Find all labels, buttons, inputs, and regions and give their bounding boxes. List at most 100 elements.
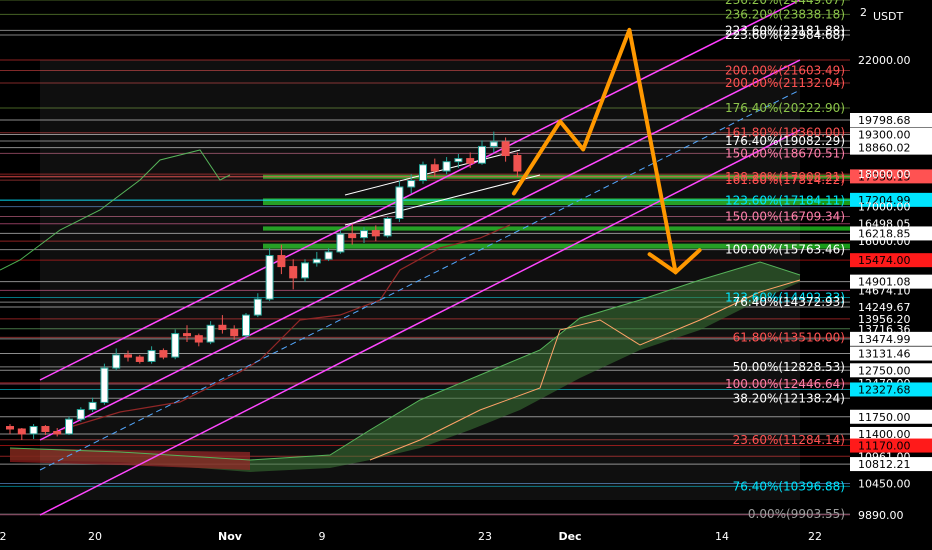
time-label-0: 2	[0, 530, 7, 543]
channel-lower	[39, 129, 801, 516]
price-label-3: 18860.02	[858, 142, 911, 155]
time-label-6: 14	[715, 530, 729, 543]
support-zone-1	[263, 198, 850, 206]
candle-body-37	[442, 161, 451, 172]
candle-body-21	[253, 298, 262, 316]
candle-body-17	[206, 324, 215, 343]
price-label-1: 19798.68	[858, 114, 911, 127]
candle-body-16	[194, 335, 203, 343]
candle-body-28	[336, 233, 345, 253]
projection-arrowhead	[647, 248, 702, 275]
price-label-5: 18000.00	[858, 168, 911, 181]
candle-body-38	[454, 158, 463, 163]
fib-label-9: 150.00%(18670.51)	[725, 146, 845, 160]
price-box-11	[850, 253, 932, 268]
price-label-21: 12327.68	[858, 383, 911, 396]
candle-body-14	[171, 333, 180, 358]
cloud-area	[10, 262, 800, 472]
candle-body-4	[53, 430, 62, 435]
fib-label-11: 161.80%(17814.22)	[725, 173, 845, 187]
channel-shade	[40, 60, 800, 500]
price-label-26: 10812.21	[858, 458, 911, 471]
time-label-2: Nov	[218, 530, 243, 543]
price-label-12: 14901.08	[858, 276, 911, 289]
candle-body-29	[348, 233, 357, 239]
candle-body-12	[147, 350, 156, 362]
fib-label-19: 100.00%(12446.64)	[725, 377, 845, 391]
fib-label-5: 200.00%(21132.04)	[725, 76, 845, 90]
fib-label-23: 0.00%(9903.55)	[748, 507, 845, 521]
candle-body-10	[124, 354, 132, 358]
price-box-24	[850, 438, 932, 453]
price-label-0: 22000.00	[858, 54, 911, 67]
candle-body-36	[430, 164, 439, 172]
candle-body-13	[159, 350, 168, 358]
price-label-13: 14674.10	[858, 284, 911, 297]
horizontal-lines	[0, 0, 850, 516]
price-label-23: 11400.00	[858, 428, 911, 441]
candle-body-20	[242, 314, 250, 337]
price-box-19	[850, 363, 932, 378]
price-label-11: 15474.00	[858, 254, 911, 267]
time-axis: 2 20 Nov 9 23 Dec 14 22	[0, 527, 850, 550]
candle-body-6	[76, 409, 85, 420]
candle-body-19	[230, 328, 239, 337]
candle-body-24	[289, 266, 298, 279]
ichimoku-cloud	[0, 149, 801, 472]
price-label-6: 17204.99	[858, 194, 911, 207]
price-label-10: 16000.00	[858, 235, 911, 248]
candle-body-42	[501, 141, 510, 157]
price-label-27: 10450.00	[858, 477, 911, 490]
price-box-18	[850, 346, 932, 361]
fib-label-0: 236.20%(24449.07)	[725, 0, 845, 7]
price-box-23	[850, 426, 932, 441]
candle-body-43	[513, 155, 522, 172]
candle-body-32	[383, 218, 392, 237]
price-label-15: 13956.20	[858, 313, 911, 326]
candle-body-2	[29, 426, 38, 435]
support-zone-2	[263, 226, 850, 231]
price-label-17: 13474.99	[858, 333, 911, 346]
regression-channel	[39, 0, 801, 516]
price-label-24: 11170.00	[858, 440, 911, 453]
fib-label-17: 61.80%(13510.00)	[733, 330, 845, 344]
time-label-7: 22	[808, 530, 822, 543]
candle-body-8	[100, 367, 109, 403]
candle-body-35	[419, 164, 427, 182]
fib-label-18: 50.00%(12828.53)	[733, 360, 845, 374]
time-axis-panel	[0, 527, 850, 550]
fib-label-7: 161.80%(19360.00)	[725, 126, 845, 140]
price-label-2: 19300.00	[858, 129, 911, 142]
candle-body-41	[489, 141, 498, 147]
candle-body-26	[312, 258, 321, 264]
fib-label-20: 38.20%(12138.24)	[733, 391, 845, 405]
candle-body-9	[112, 354, 121, 369]
support-zone-3	[263, 243, 850, 249]
price-box-21	[850, 382, 932, 397]
candle-body-40	[478, 145, 486, 164]
candle-body-7	[88, 401, 97, 411]
fib-label-13: 150.00%(16709.34)	[725, 209, 845, 223]
price-box-2	[850, 127, 932, 142]
wedge-lower	[344, 174, 541, 226]
price-box-1	[850, 112, 932, 127]
price-box-3	[850, 140, 932, 155]
projection-path	[511, 27, 702, 275]
candle-body-23	[277, 255, 286, 268]
price-box-6	[850, 192, 932, 207]
fib-label-22: 76.40%(10396.88)	[733, 479, 845, 493]
fib-label-3: 223.60%(22984.68)	[725, 28, 845, 42]
candle-body-22	[265, 255, 274, 300]
wedge-upper	[344, 149, 521, 196]
price-label-14: 14249.67	[858, 301, 911, 314]
time-label-1: 20	[88, 530, 102, 543]
fib-label-16: 76.40%(14372.93)	[733, 295, 845, 309]
price-box-9	[850, 226, 932, 241]
fib-label-14: 100.00%(15763.46)	[725, 243, 845, 257]
fib-labels: 236.20%(24449.07)236.20%(23838.18) 223.60…	[725, 0, 845, 521]
candle-body-33	[395, 186, 404, 220]
price-box-22	[850, 409, 932, 424]
price-label-4: 17930.15	[858, 170, 911, 183]
base-line	[59, 224, 511, 431]
